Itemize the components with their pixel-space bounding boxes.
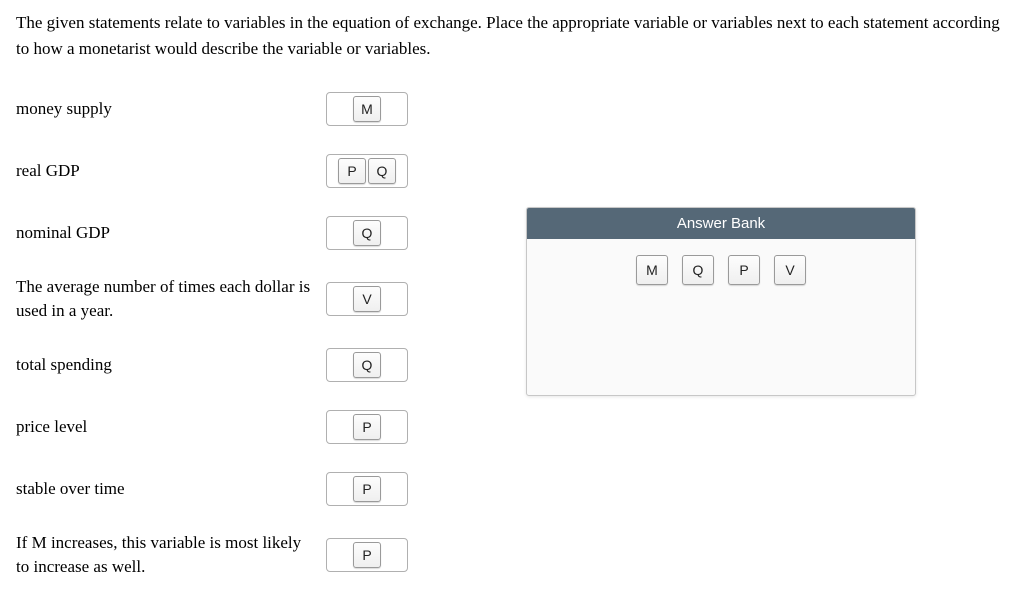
- statement-text: stable over time: [16, 477, 326, 501]
- drop-zone[interactable]: V: [326, 282, 408, 316]
- variable-tile-p[interactable]: P: [353, 476, 381, 502]
- variable-tile-m[interactable]: M: [353, 96, 381, 122]
- statement-row: money supply M: [16, 89, 506, 129]
- bank-tile-v[interactable]: V: [774, 255, 806, 285]
- answer-bank: Answer Bank MQPV: [526, 207, 916, 396]
- statement-row: The average number of times each dollar …: [16, 275, 506, 323]
- statement-row: real GDPPQ: [16, 151, 506, 191]
- statement-row: price level P: [16, 407, 506, 447]
- drop-zone[interactable]: Q: [326, 348, 408, 382]
- statement-text: total spending: [16, 353, 326, 377]
- variable-tile-p[interactable]: P: [338, 158, 366, 184]
- answer-bank-body[interactable]: MQPV: [527, 239, 915, 395]
- statement-text: real GDP: [16, 159, 326, 183]
- statement-text: If M increases, this variable is most li…: [16, 531, 326, 579]
- variable-tile-q[interactable]: Q: [353, 220, 381, 246]
- drop-zone[interactable]: PQ: [326, 154, 408, 188]
- statement-row: stable over time P: [16, 469, 506, 509]
- content-area: money supplyMreal GDPPQnominal GDPQThe a…: [16, 89, 1008, 601]
- variable-tile-q[interactable]: Q: [368, 158, 396, 184]
- statement-row: total spending Q: [16, 345, 506, 385]
- statement-text: The average number of times each dollar …: [16, 275, 326, 323]
- answer-bank-header: Answer Bank: [527, 208, 915, 239]
- drop-zone[interactable]: P: [326, 472, 408, 506]
- variable-tile-p[interactable]: P: [353, 414, 381, 440]
- bank-tile-p[interactable]: P: [728, 255, 760, 285]
- instructions-text: The given statements relate to variables…: [16, 10, 1008, 61]
- variable-tile-p[interactable]: P: [353, 542, 381, 568]
- statement-text: nominal GDP: [16, 221, 326, 245]
- drop-zone[interactable]: P: [326, 410, 408, 444]
- variable-tile-v[interactable]: V: [353, 286, 381, 312]
- statement-row: nominal GDP Q: [16, 213, 506, 253]
- drop-zone[interactable]: P: [326, 538, 408, 572]
- statements-column: money supplyMreal GDPPQnominal GDPQThe a…: [16, 89, 506, 601]
- bank-tile-m[interactable]: M: [636, 255, 668, 285]
- drop-zone[interactable]: M: [326, 92, 408, 126]
- statement-text: price level: [16, 415, 326, 439]
- statement-text: money supply: [16, 97, 326, 121]
- bank-tile-q[interactable]: Q: [682, 255, 714, 285]
- statement-row: If M increases, this variable is most li…: [16, 531, 506, 579]
- drop-zone[interactable]: Q: [326, 216, 408, 250]
- variable-tile-q[interactable]: Q: [353, 352, 381, 378]
